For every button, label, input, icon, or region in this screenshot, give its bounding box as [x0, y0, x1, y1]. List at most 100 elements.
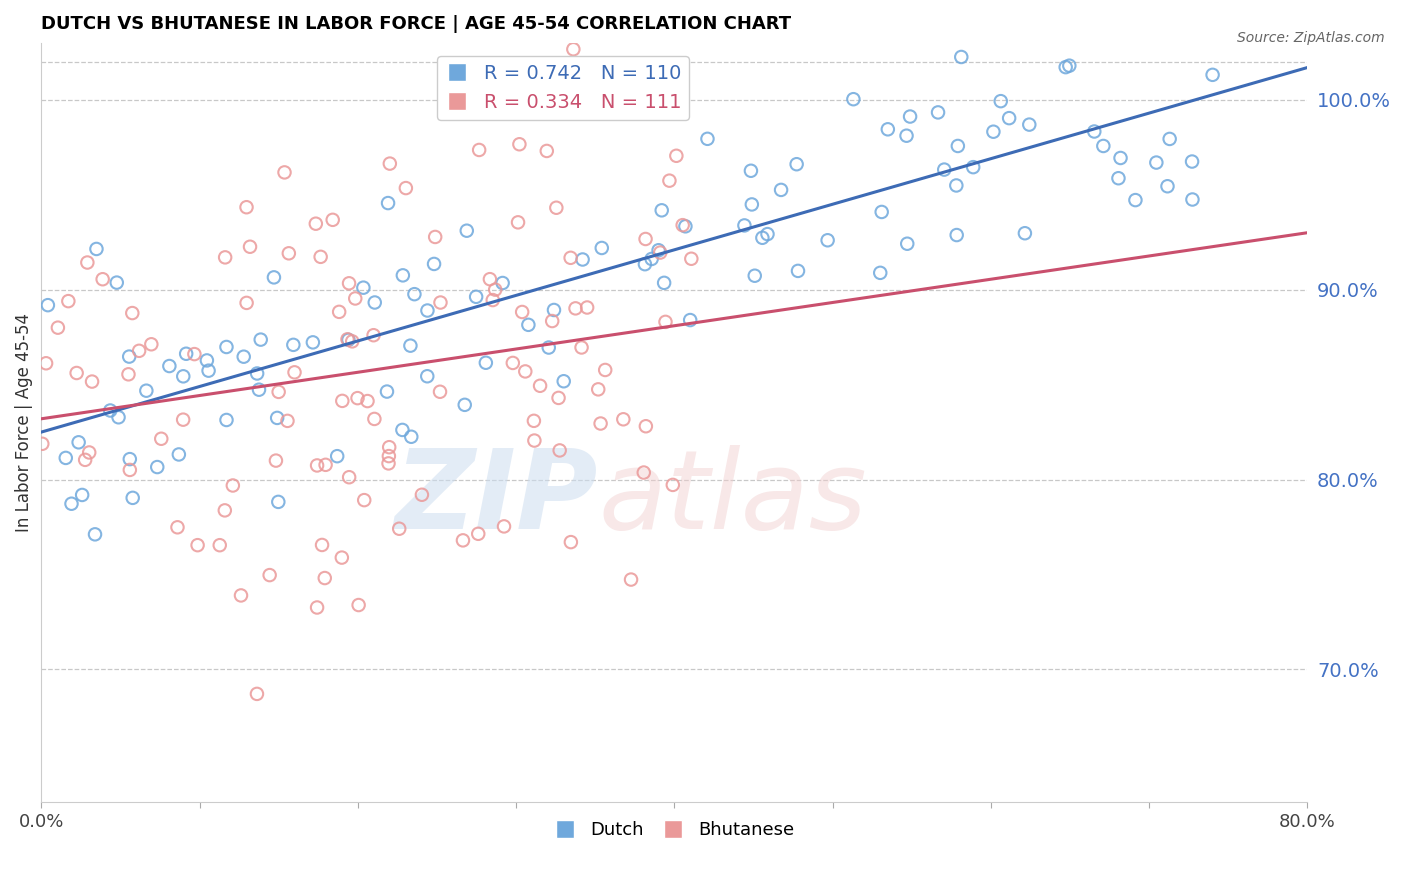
- Point: [1181, 193, 1204, 207]
- Point: [681, 252, 703, 266]
- Point: [208, 538, 231, 552]
- Point: [46, 320, 69, 334]
- Point: [1201, 68, 1223, 82]
- Point: [35, 356, 58, 370]
- Point: [375, 384, 398, 399]
- Point: [620, 573, 643, 587]
- Point: [465, 290, 488, 304]
- Point: [76, 255, 98, 269]
- Point: [91, 272, 114, 286]
- Point: [634, 232, 657, 246]
- Point: [560, 251, 582, 265]
- Point: [529, 378, 551, 392]
- Point: [322, 212, 344, 227]
- Point: [634, 257, 657, 271]
- Point: [817, 233, 839, 247]
- Point: [1177, 12, 1199, 26]
- Point: [150, 432, 173, 446]
- Point: [378, 156, 401, 170]
- Point: [562, 42, 585, 56]
- Point: [55, 450, 77, 465]
- Point: [591, 241, 613, 255]
- Point: [326, 449, 349, 463]
- Point: [215, 340, 238, 354]
- Point: [429, 384, 451, 399]
- Point: [364, 295, 387, 310]
- Point: [770, 183, 793, 197]
- Point: [330, 550, 353, 565]
- Legend: Dutch, Bhutanese: Dutch, Bhutanese: [547, 814, 801, 847]
- Point: [927, 105, 949, 120]
- Point: [547, 391, 569, 405]
- Point: [167, 447, 190, 461]
- Point: [662, 478, 685, 492]
- Point: [416, 303, 439, 318]
- Point: [945, 178, 967, 193]
- Point: [945, 228, 967, 243]
- Point: [1144, 155, 1167, 169]
- Point: [302, 335, 325, 350]
- Point: [342, 334, 364, 349]
- Point: [536, 144, 558, 158]
- Point: [454, 398, 477, 412]
- Point: [751, 231, 773, 245]
- Text: Source: ZipAtlas.com: Source: ZipAtlas.com: [1237, 31, 1385, 45]
- Point: [283, 365, 305, 379]
- Point: [515, 364, 537, 378]
- Point: [183, 347, 205, 361]
- Point: [876, 122, 898, 136]
- Point: [593, 363, 616, 377]
- Point: [264, 453, 287, 467]
- Point: [467, 526, 489, 541]
- Point: [267, 495, 290, 509]
- Point: [650, 245, 672, 260]
- Point: [337, 333, 360, 347]
- Point: [1107, 171, 1129, 186]
- Point: [652, 276, 675, 290]
- Point: [506, 215, 529, 229]
- Point: [589, 417, 612, 431]
- Point: [576, 301, 599, 315]
- Point: [80, 375, 103, 389]
- Point: [896, 236, 918, 251]
- Point: [634, 419, 657, 434]
- Point: [484, 283, 506, 297]
- Point: [411, 488, 433, 502]
- Point: [1156, 179, 1178, 194]
- Point: [546, 201, 568, 215]
- Point: [429, 295, 451, 310]
- Point: [478, 272, 501, 286]
- Point: [276, 414, 298, 428]
- Point: [378, 440, 401, 454]
- Point: [491, 276, 513, 290]
- Point: [259, 568, 281, 582]
- Point: [121, 491, 143, 505]
- Point: [633, 466, 655, 480]
- Point: [740, 163, 762, 178]
- Point: [246, 687, 269, 701]
- Point: [612, 412, 634, 426]
- Point: [307, 600, 329, 615]
- Point: [105, 276, 128, 290]
- Point: [84, 527, 107, 541]
- Point: [352, 281, 374, 295]
- Point: [1109, 151, 1132, 165]
- Point: [456, 224, 478, 238]
- Point: [195, 353, 218, 368]
- Point: [229, 589, 252, 603]
- Point: [1054, 60, 1077, 74]
- Point: [118, 452, 141, 467]
- Point: [1159, 132, 1181, 146]
- Point: [1059, 59, 1081, 73]
- Point: [560, 535, 582, 549]
- Point: [651, 203, 673, 218]
- Point: [672, 218, 695, 232]
- Point: [404, 287, 426, 301]
- Point: [263, 270, 285, 285]
- Point: [523, 434, 546, 448]
- Point: [399, 339, 422, 353]
- Point: [1014, 226, 1036, 240]
- Point: [239, 240, 262, 254]
- Point: [107, 410, 129, 425]
- Text: atlas: atlas: [599, 445, 868, 552]
